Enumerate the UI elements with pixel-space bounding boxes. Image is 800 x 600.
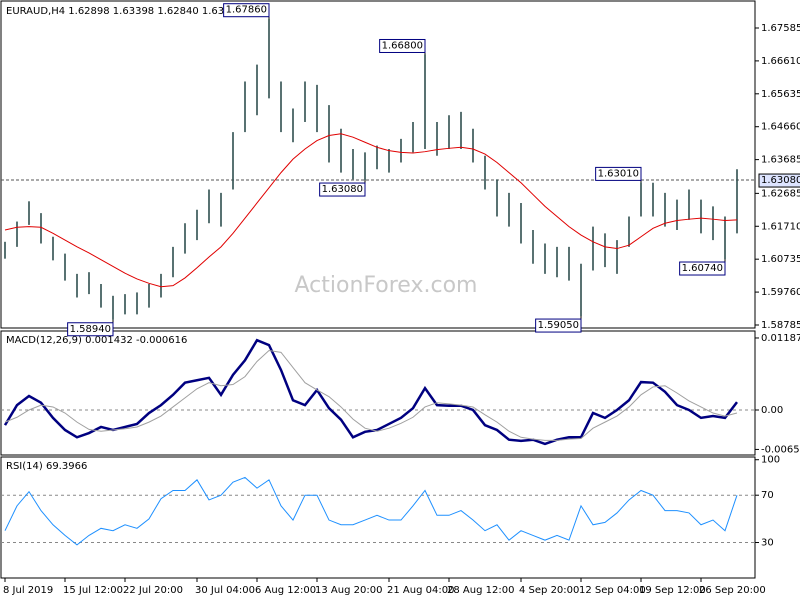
- signal-line: [4, 350, 738, 441]
- price-label: 1.60740: [682, 263, 723, 274]
- x-tick-label: 13 Aug 20:00: [315, 585, 382, 596]
- y-tick-label: 1.64660: [761, 122, 800, 133]
- x-tick-label: 22 Jul 20:00: [123, 585, 183, 596]
- x-tick-label: 6 Aug 12:00: [255, 585, 316, 596]
- x-tick-label: 12 Sep 04:00: [579, 585, 646, 596]
- x-tick-label: 26 Sep 20:00: [699, 585, 766, 596]
- x-tick-label: 4 Sep 20:00: [519, 585, 579, 596]
- x-tick-label: 21 Aug 04:00: [387, 585, 454, 596]
- price-label: 1.63080: [322, 184, 363, 195]
- macd-line: [3, 338, 738, 446]
- price-label-box: [379, 38, 426, 53]
- last-price-box: [758, 173, 800, 188]
- y-tick-label: 1.65635: [761, 89, 800, 100]
- rsi-line: [4, 476, 738, 546]
- y-tick-label: 0.01187: [761, 333, 800, 344]
- y-tick-label: 1.62685: [761, 188, 800, 199]
- watermark: ActionForex.com: [295, 273, 478, 298]
- price-label-box: [595, 166, 642, 181]
- price-label: 1.58940: [70, 324, 111, 335]
- y-tick-label: 1.58785: [761, 320, 800, 331]
- y-tick-label: 100: [761, 455, 780, 466]
- price-label: 1.59050: [538, 320, 579, 331]
- x-tick-label: 28 Aug 12:00: [447, 585, 514, 596]
- price-label-box: [67, 322, 114, 337]
- macd-title: MACD(12,26,9) 0.001432 -0.000616: [6, 335, 187, 346]
- moving-average: [4, 133, 738, 288]
- y-tick-label: 70: [761, 490, 774, 501]
- price-label: 1.66800: [382, 40, 423, 51]
- y-tick-label: 1.66610: [761, 56, 800, 67]
- y-tick-label: -0.006502: [761, 444, 800, 455]
- macd-panel: [0, 330, 756, 456]
- price-label: 1.63010: [598, 168, 639, 179]
- price-label: 1.67860: [226, 5, 267, 16]
- rsi-panel: [0, 456, 756, 579]
- y-tick-label: 30: [761, 538, 774, 549]
- x-tick-label: 8 Jul 2019: [3, 585, 53, 596]
- price-title: EURAUD,H4 1.62898 1.63398 1.62840 1.6322…: [6, 6, 243, 17]
- price-label-box: [319, 182, 366, 197]
- y-tick-label: 1.60735: [761, 254, 800, 265]
- y-tick-label: 0.00: [761, 405, 783, 416]
- price-label-box: [535, 318, 582, 333]
- y-tick-label: 1.63685: [761, 155, 800, 166]
- x-tick-label: 19 Sep 12:00: [639, 585, 706, 596]
- y-tick-label: 1.61710: [761, 221, 800, 232]
- y-tick-label: 1.67585: [761, 23, 800, 34]
- price-label-box: [223, 3, 270, 18]
- y-tick-label: 1.59760: [761, 287, 800, 298]
- x-tick-label: 30 Jul 04:00: [195, 585, 255, 596]
- x-tick-label: 15 Jul 12:00: [63, 585, 123, 596]
- rsi-title: RSI(14) 69.3966: [6, 461, 87, 472]
- price-panel: [0, 0, 756, 329]
- price-label-box: [679, 261, 726, 276]
- last-price-label: 1.63080: [761, 175, 800, 186]
